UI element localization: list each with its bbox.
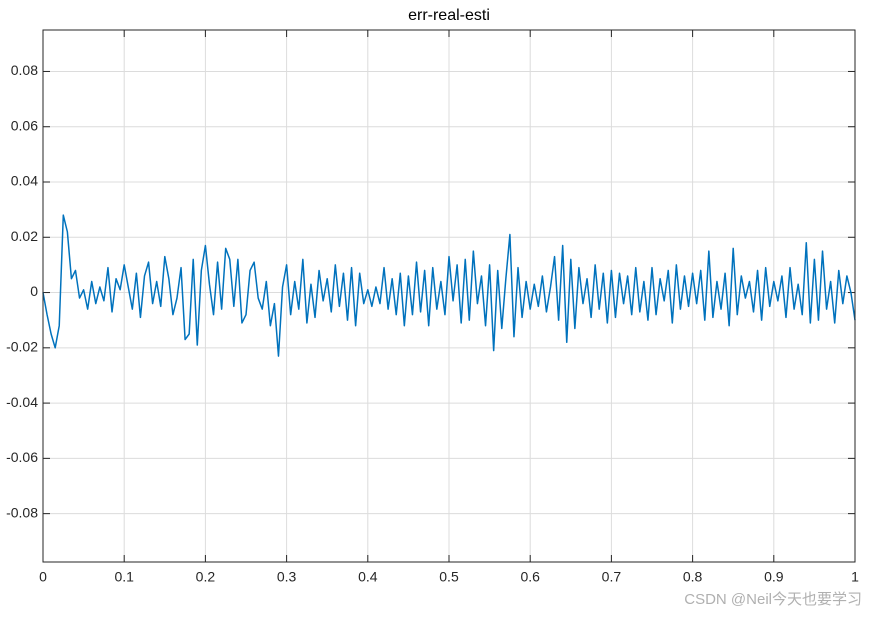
y-tick-label: 0 [30,283,38,299]
chart-title: err-real-esti [408,7,490,24]
x-tick-label: 0.2 [196,569,216,585]
y-tick-label: -0.06 [6,449,38,465]
plot-frame [42,29,856,563]
x-tick-label: 0.9 [764,569,784,585]
watermark: CSDN @Neil今天也要学习 [684,591,862,608]
x-tick-label: 0.4 [358,569,378,585]
y-tick-label: 0.02 [11,228,38,244]
y-tick-label: -0.08 [6,504,38,520]
x-tick-label: 0.8 [683,569,703,585]
x-tick-label: 0.1 [114,569,134,585]
y-tick-label: -0.04 [6,394,38,410]
x-tick-label: 0.7 [602,569,622,585]
y-tick-label: 0.08 [11,62,38,78]
y-tick-label: 0.04 [11,173,38,189]
x-tick-label: 0.3 [277,569,297,585]
x-tick-label: 0 [39,569,47,585]
x-tick-label: 1 [851,569,859,585]
data-line [42,214,856,357]
x-tick-label: 0.5 [439,569,459,585]
y-tick-label: -0.02 [6,339,38,355]
x-tick-label: 0.6 [520,569,540,585]
y-tick-label: 0.06 [11,117,38,133]
